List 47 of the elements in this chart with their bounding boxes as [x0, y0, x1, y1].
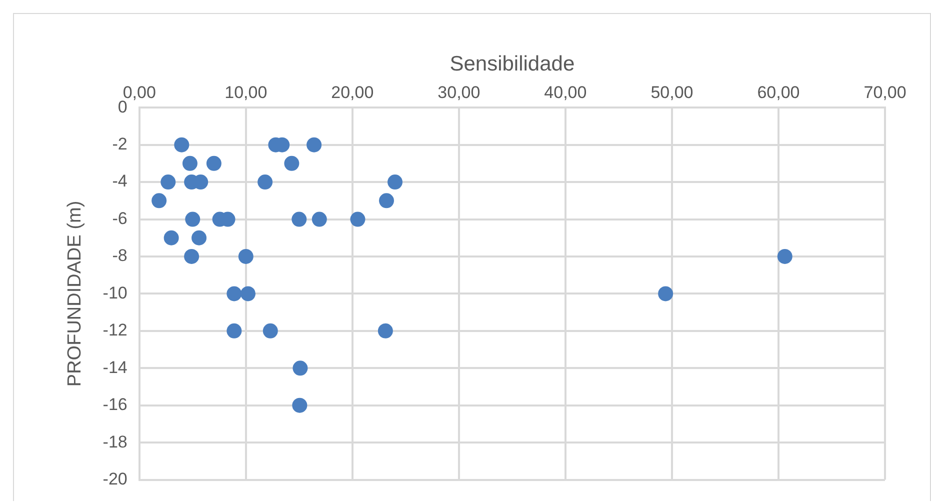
point [658, 286, 674, 302]
x-tick-label: 70,00 [864, 83, 906, 102]
y-axis-title: PROFUNDIDADE (m) [64, 200, 86, 387]
y-tick-label: -10 [102, 283, 128, 302]
point [238, 248, 254, 264]
point [350, 212, 366, 227]
point [312, 212, 327, 227]
point [262, 323, 278, 338]
point [292, 212, 307, 227]
y-tick-label: -8 [112, 246, 128, 266]
point [226, 286, 242, 302]
point [306, 137, 322, 152]
point [292, 360, 308, 376]
point [226, 323, 242, 338]
point [174, 137, 190, 152]
point [258, 174, 273, 190]
point [292, 398, 308, 413]
y-tick-label: -18 [102, 432, 128, 452]
point [240, 286, 256, 302]
x-tick-label: 20,00 [331, 83, 374, 102]
y-tick-label: -12 [102, 320, 128, 340]
point [160, 174, 176, 190]
point [284, 156, 300, 171]
point [184, 248, 200, 264]
point [164, 230, 179, 246]
point [185, 212, 200, 227]
x-tick-label: 40,00 [544, 83, 587, 102]
y-tick-label: -2 [112, 134, 128, 154]
x-tick-label: 30,00 [438, 83, 480, 102]
x-tick-label: 10,00 [224, 83, 268, 102]
point [152, 193, 167, 208]
point [192, 230, 207, 246]
y-tick-label: 0 [118, 97, 128, 116]
y-tick-label: -4 [112, 172, 128, 191]
x-tick-label: 50,00 [650, 83, 694, 102]
point [388, 174, 403, 190]
point [206, 156, 222, 171]
point [378, 193, 394, 208]
point [777, 248, 792, 264]
point [378, 323, 393, 338]
y-tick-label: -14 [102, 358, 128, 377]
y-tick-label: -16 [102, 395, 128, 414]
y-tick-label: -6 [112, 208, 128, 228]
x-tick-label: 60,00 [757, 83, 800, 102]
x-axis-title: Sensibilidade [450, 52, 575, 76]
y-tick-label: -20 [102, 469, 128, 488]
point [182, 156, 198, 171]
